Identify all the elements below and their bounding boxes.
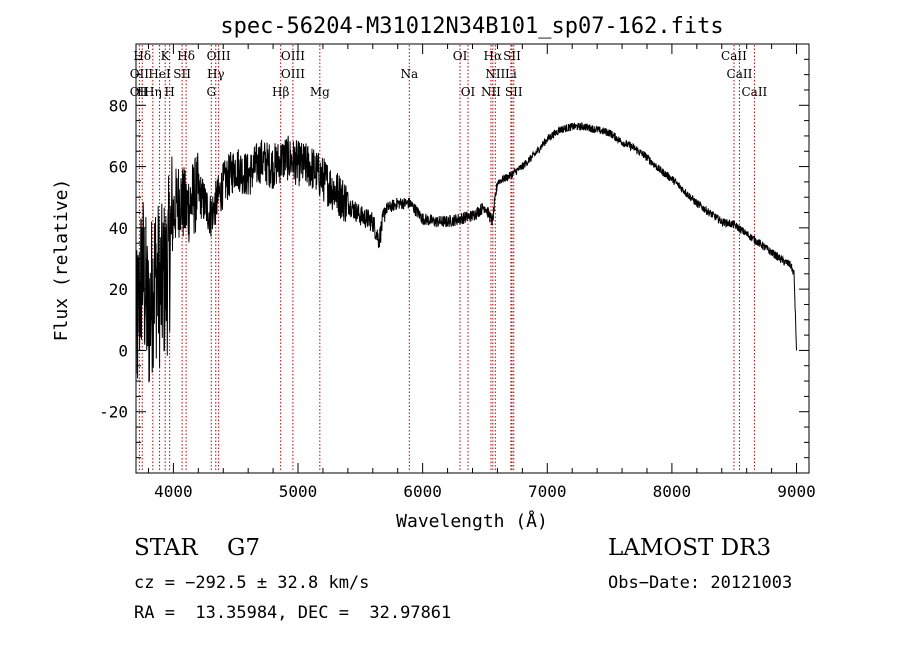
survey-name: LAMOST DR3: [608, 535, 772, 561]
plot-frame: [135, 43, 810, 474]
y-tick-label: -20: [99, 403, 128, 422]
x-tick-label: 7000: [528, 482, 567, 501]
x-axis: 4000 5000 6000 7000 8000 9000: [147, 44, 816, 501]
y-tick-label: 80: [109, 96, 128, 115]
spectral-line-label: CaII: [721, 49, 747, 63]
spectral-line-label: Hδ: [177, 49, 195, 63]
x-tick-label: 4000: [154, 482, 193, 501]
spectral-line-label: OII: [130, 85, 150, 99]
spectral-line-label: OIII: [281, 67, 305, 81]
y-tick-label: 40: [109, 219, 128, 238]
x-axis-label: Wavelength (Å): [396, 510, 548, 532]
spectrum-line: [135, 121, 797, 383]
spectral-line-label: Li: [505, 67, 517, 81]
spectral-line-label: SII: [173, 67, 191, 81]
redshift-velocity: cz = −292.5 ± 32.8 km/s: [134, 573, 370, 593]
spectral-line-label: CaII: [741, 85, 767, 99]
spectral-line-label: OII: [130, 67, 150, 81]
observation-date: Obs−Date: 20121003: [608, 573, 793, 593]
spectral-line-label: HeI: [148, 67, 171, 81]
spectral-line-label: H: [137, 85, 147, 99]
spectral-line-label: Hβ: [272, 85, 289, 99]
spectral-line-label: CaII: [727, 67, 753, 81]
x-tick-label: 9000: [777, 482, 816, 501]
spectral-line-label: OIII: [207, 49, 231, 63]
spectral-line-label: OI: [461, 85, 476, 99]
spectral-class: STAR G7: [134, 535, 261, 561]
ra-dec-coordinates: RA = 13.35984, DEC = 32.97861: [134, 603, 452, 623]
x-tick-label: 8000: [653, 482, 692, 501]
y-axis-label: Flux (relative): [51, 179, 72, 342]
spectral-line-label: Hγ: [207, 67, 225, 81]
spectral-line-label: Mg: [310, 85, 330, 99]
spectral-line-label: G: [206, 85, 216, 99]
spectral-line-markers: [138, 45, 755, 472]
spectral-line-label: SII: [505, 85, 523, 99]
spectral-line-label: Hη: [144, 85, 162, 99]
y-tick-label: 0: [118, 341, 128, 360]
y-axis: -20 0 20 40 60 80: [99, 58, 809, 459]
spectral-line-label: H: [164, 85, 174, 99]
x-tick-label: 5000: [279, 482, 318, 501]
spectral-line-label: K: [161, 49, 171, 63]
chart-title: spec-56204-M31012N34B101_sp07-162.fits: [220, 14, 723, 39]
spectral-line-label: OI: [453, 49, 468, 63]
y-tick-label: 20: [109, 280, 128, 299]
x-tick-label: 6000: [403, 482, 442, 501]
spectral-line-label: NII: [481, 85, 501, 99]
spectral-line-label: NII: [485, 67, 505, 81]
spectral-line-label: OIII: [281, 49, 305, 63]
spectral-line-label: Na: [400, 67, 418, 81]
spectral-line-label: SII: [503, 49, 521, 63]
y-tick-label: 60: [109, 158, 128, 177]
spectral-line-label: Hα: [484, 49, 503, 63]
